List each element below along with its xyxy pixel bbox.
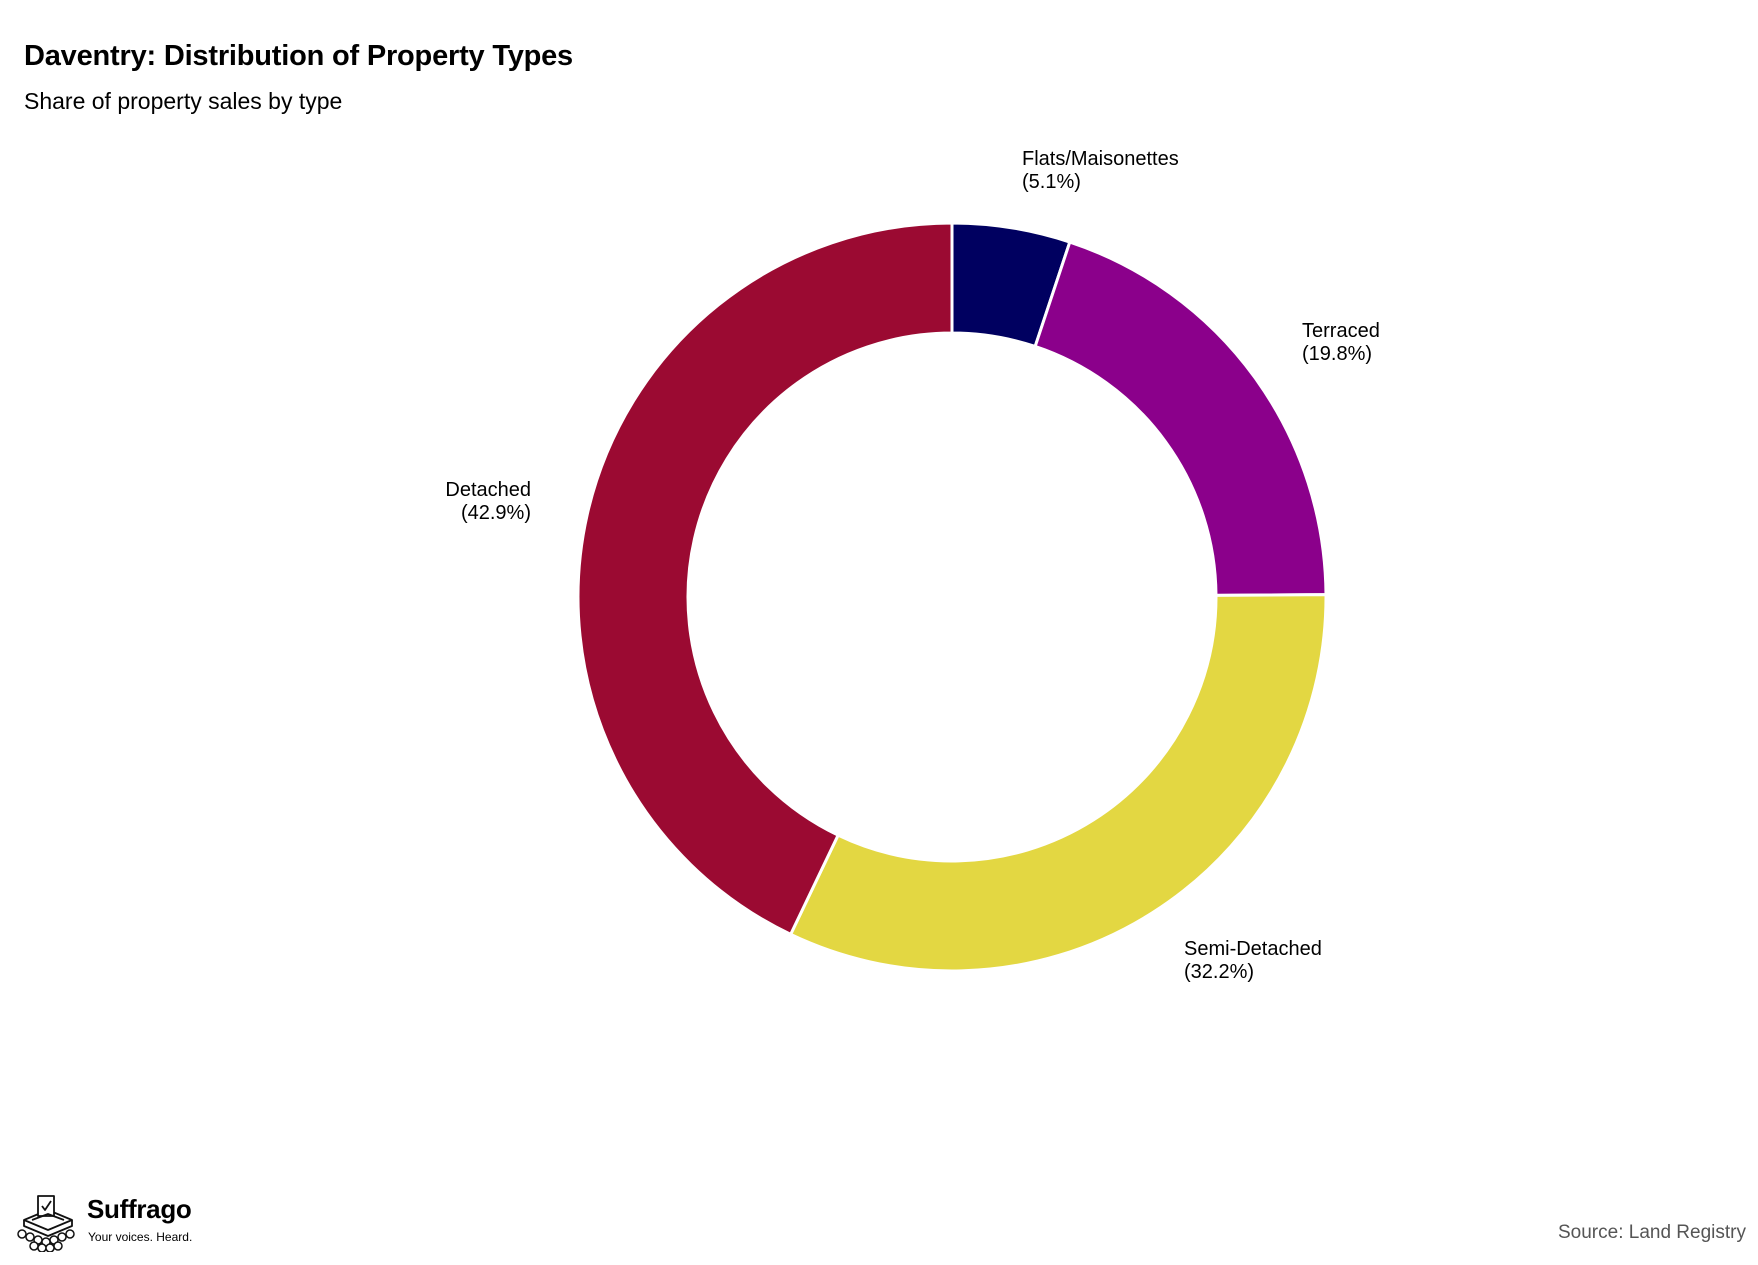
brand-logo: Suffrago Your voices. Heard. xyxy=(14,1190,204,1252)
brand-tagline: Your voices. Heard. xyxy=(88,1230,193,1244)
brand-name: Suffrago xyxy=(87,1194,192,1224)
slice-label-terraced: Terraced (19.8%) xyxy=(1302,320,1380,365)
source-note: Source: Land Registry xyxy=(1558,1222,1746,1243)
slice-detached xyxy=(576,221,954,937)
slice-label-detached: Detached (42.9%) xyxy=(445,479,531,524)
slice-label-flats-maisonettes: Flats/Maisonettes (5.1%) xyxy=(1022,148,1179,193)
slice-labels: Flats/Maisonettes (5.1%) Terraced (19.8%) Se… xyxy=(445,148,1379,983)
chart-title: Daventry: Distribution of Property Types xyxy=(24,40,573,72)
donut-slices xyxy=(576,221,1328,973)
slice-semi-detached xyxy=(788,593,1328,973)
chart-subtitle: Share of property sales by type xyxy=(24,88,343,114)
slice-terraced xyxy=(1033,240,1328,597)
ballot-box-crowd-icon xyxy=(17,1195,75,1252)
slice-label-semi-detached: Semi-Detached (32.2%) xyxy=(1184,938,1322,983)
